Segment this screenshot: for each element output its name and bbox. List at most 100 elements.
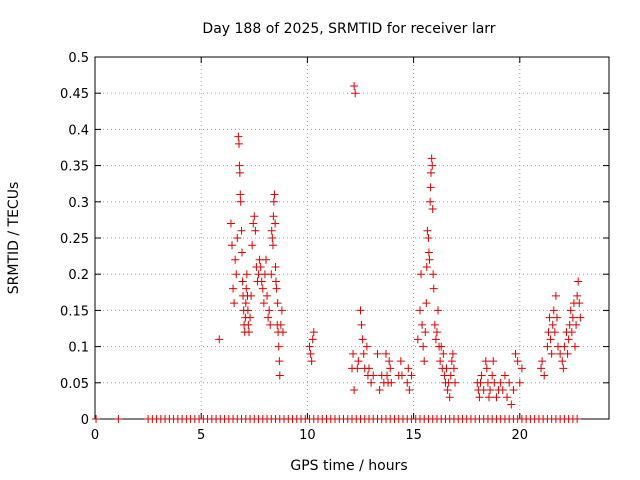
x-axis-label: GPS time / hours bbox=[290, 458, 407, 474]
data-point bbox=[278, 328, 287, 337]
data-point bbox=[424, 248, 433, 257]
data-point bbox=[439, 349, 448, 358]
data-point bbox=[420, 357, 429, 366]
data-point bbox=[507, 400, 516, 409]
data-point bbox=[369, 371, 378, 380]
data-point bbox=[114, 415, 123, 423]
data-point bbox=[575, 299, 584, 308]
data-point bbox=[236, 197, 245, 206]
data-point bbox=[437, 342, 446, 351]
data-point bbox=[351, 89, 360, 98]
y-tick-label: 0.45 bbox=[60, 87, 89, 102]
data-point bbox=[574, 277, 583, 286]
data-point bbox=[272, 284, 281, 293]
data-point bbox=[538, 357, 547, 366]
data-point bbox=[354, 357, 363, 366]
data-point bbox=[560, 342, 569, 351]
y-tick-label: 0.35 bbox=[60, 160, 89, 175]
data-point bbox=[564, 335, 573, 344]
data-point bbox=[271, 219, 280, 228]
data-point bbox=[415, 306, 424, 315]
data-point bbox=[92, 415, 101, 423]
data-point bbox=[250, 212, 259, 221]
data-point bbox=[229, 284, 238, 293]
data-point bbox=[432, 328, 441, 337]
data-point bbox=[419, 342, 428, 351]
data-point bbox=[449, 364, 458, 373]
data-point bbox=[442, 364, 451, 373]
data-point bbox=[235, 139, 244, 148]
data-point bbox=[357, 320, 366, 329]
data-point bbox=[383, 371, 392, 380]
data-point bbox=[244, 320, 253, 329]
data-point bbox=[426, 197, 435, 206]
data-point bbox=[428, 161, 437, 170]
data-point bbox=[477, 371, 486, 380]
data-point bbox=[404, 364, 413, 373]
data-point bbox=[430, 320, 439, 329]
data-point bbox=[257, 277, 266, 286]
data-point bbox=[422, 262, 431, 271]
data-point bbox=[418, 320, 427, 329]
data-point bbox=[558, 357, 567, 366]
y-tick-label: 0.5 bbox=[68, 51, 89, 66]
data-point bbox=[248, 241, 257, 250]
data-point bbox=[270, 190, 279, 199]
data-point bbox=[423, 226, 432, 235]
data-point bbox=[489, 357, 498, 366]
data-point bbox=[381, 349, 390, 358]
data-point bbox=[234, 132, 243, 141]
data-point bbox=[364, 364, 373, 373]
data-point bbox=[568, 313, 577, 322]
data-point bbox=[305, 342, 314, 351]
data-point bbox=[267, 226, 276, 235]
data-point bbox=[573, 415, 582, 423]
y-axis-label: SRMTID / TECUs bbox=[6, 182, 22, 295]
data-point bbox=[548, 320, 557, 329]
data-point bbox=[486, 386, 495, 395]
data-point bbox=[559, 364, 568, 373]
data-point bbox=[425, 255, 434, 264]
data-point bbox=[505, 378, 514, 387]
data-point bbox=[447, 357, 456, 366]
data-point bbox=[500, 371, 509, 380]
data-point bbox=[434, 306, 443, 315]
data-point bbox=[373, 349, 382, 358]
data-point bbox=[413, 335, 422, 344]
data-point bbox=[243, 306, 252, 315]
data-point bbox=[427, 154, 436, 163]
data-point bbox=[236, 190, 245, 199]
data-point bbox=[496, 378, 505, 387]
y-tick-label: 0.2 bbox=[68, 268, 89, 283]
data-point bbox=[448, 349, 457, 358]
data-point bbox=[429, 284, 438, 293]
data-point bbox=[247, 291, 256, 300]
data-point bbox=[269, 197, 278, 206]
data-point bbox=[233, 234, 242, 242]
data-point bbox=[543, 342, 552, 351]
data-point bbox=[268, 241, 277, 250]
data-point bbox=[367, 378, 376, 387]
x-tick-label: 0 bbox=[91, 428, 99, 443]
data-point bbox=[275, 357, 284, 366]
data-point bbox=[244, 328, 253, 337]
data-point bbox=[242, 270, 251, 279]
data-point bbox=[572, 320, 581, 329]
x-tick-label: 20 bbox=[512, 428, 529, 443]
data-point bbox=[249, 219, 258, 228]
data-point bbox=[443, 386, 452, 395]
data-point bbox=[396, 357, 405, 366]
y-tick-label: 0.1 bbox=[68, 341, 89, 356]
data-point bbox=[235, 168, 244, 177]
data-point bbox=[276, 320, 285, 329]
data-point bbox=[427, 168, 436, 177]
x-tick-label: 5 bbox=[197, 428, 205, 443]
data-point bbox=[403, 378, 412, 387]
data-point bbox=[375, 386, 384, 395]
data-point bbox=[386, 364, 395, 373]
data-point bbox=[237, 248, 246, 257]
data-point bbox=[429, 270, 438, 279]
data-point bbox=[517, 364, 526, 373]
data-point bbox=[573, 291, 582, 300]
data-point bbox=[274, 342, 283, 351]
